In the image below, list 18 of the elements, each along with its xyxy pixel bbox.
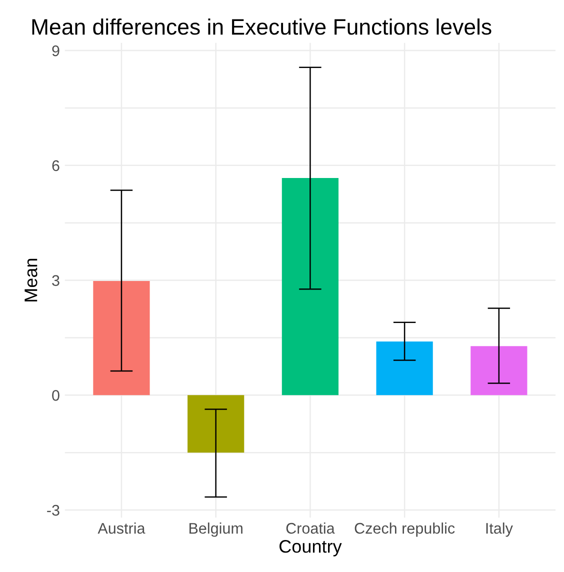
x-tick-label: Croatia <box>286 522 335 534</box>
y-tick-label: 3 <box>52 275 60 286</box>
x-tick-label: Austria <box>98 522 146 534</box>
y-tick-label: 0 <box>52 390 60 401</box>
x-tick-label: Italy <box>486 522 513 537</box>
y-tick-label: 6 <box>52 160 60 172</box>
bar <box>93 281 150 396</box>
y-tick-label: 9 <box>52 45 60 56</box>
x-axis-title: Country <box>280 540 342 556</box>
chart-title: Mean differences in Executive Functions levels <box>32 18 492 35</box>
y-axis-title: Mean <box>24 258 38 302</box>
bar <box>470 346 528 396</box>
bar <box>188 395 244 453</box>
x-tick-label: Belgium <box>189 522 242 537</box>
bar <box>376 342 433 396</box>
y-tick-label: -3 <box>47 504 60 516</box>
bar <box>282 178 339 396</box>
x-tick-label: Czech republic <box>354 522 455 537</box>
